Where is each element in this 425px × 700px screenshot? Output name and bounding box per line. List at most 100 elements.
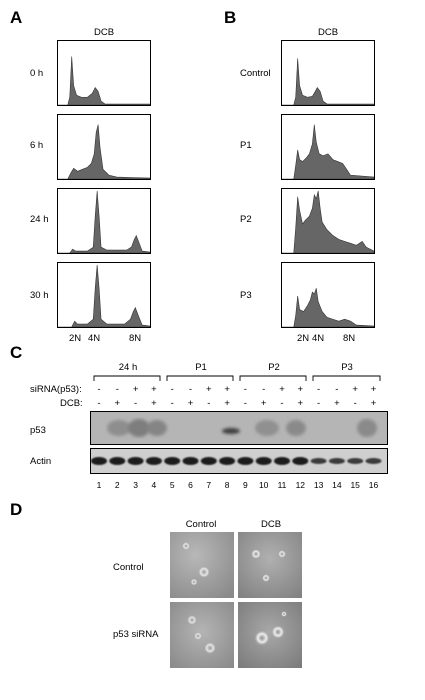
panel-a-row-label-0: 0 h <box>30 68 44 79</box>
panel-a-title: DCB <box>93 27 115 38</box>
actin-band-lane-12 <box>292 457 309 465</box>
lane-number-7: 7 <box>206 480 212 490</box>
dcb-sign-lane-12: + <box>297 398 304 409</box>
lane-number-16: 16 <box>368 480 379 490</box>
actin-band-lane-1 <box>91 457 107 465</box>
lane-number-12: 12 <box>295 480 306 490</box>
panel-d-row-control: Control <box>113 562 144 573</box>
lane-number-13: 13 <box>313 480 324 490</box>
sirna-sign-lane-14: - <box>335 384 339 395</box>
actin-blot <box>90 448 388 474</box>
lane-number-15: 15 <box>350 480 360 490</box>
actin-band-lane-11 <box>274 457 290 465</box>
group-label-p3: P3 <box>341 362 353 373</box>
panel-a-xtick-4n: 4N <box>88 333 101 344</box>
sirna-sign-lane-10: - <box>262 384 266 395</box>
histogram-b-p2 <box>281 188 375 254</box>
dcb-sign-lane-13: - <box>317 398 321 409</box>
panel-a-xtick-8n: 8N <box>129 333 142 344</box>
sirna-sign-lane-16: + <box>370 384 377 395</box>
actin-band-lane-7 <box>200 457 217 465</box>
dcb-sign-lane-8: + <box>224 398 230 409</box>
panel-c-label: C <box>10 343 23 362</box>
sirna-sign-lane-3: + <box>132 384 139 395</box>
panel-d-col-dcb: DCB <box>260 519 282 530</box>
group-label-p2: P2 <box>268 362 280 373</box>
micrograph-control-dcb <box>238 532 302 598</box>
micrograph-sirna-control <box>170 602 234 668</box>
panel-b-xtick-2n: 2N <box>297 333 310 344</box>
sirna-sign-lane-5: - <box>170 384 174 395</box>
actin-band-lane-13 <box>310 458 327 464</box>
lane-number-9: 9 <box>243 480 248 490</box>
panel-d-col-control: Control <box>185 519 217 530</box>
lane-number-2: 2 <box>114 480 120 490</box>
micrograph-sirna-dcb <box>238 602 302 668</box>
dcb-sign-lane-6: + <box>187 398 194 409</box>
panel-b-title: DCB <box>317 27 339 38</box>
panel-b-row-label-0: Control <box>240 68 271 79</box>
sirna-sign-lane-6: - <box>188 384 193 395</box>
dcb-sign-lane-7: - <box>207 398 211 409</box>
micrograph-control-control <box>170 532 234 598</box>
actin-band-lane-6 <box>182 457 199 465</box>
lane-number-1: 1 <box>96 480 102 490</box>
histogram-a-24h <box>57 188 151 254</box>
panel-a-xtick-2n: 2N <box>69 333 82 344</box>
dcb-sign-lane-3: - <box>134 398 138 409</box>
histogram-b-control <box>281 40 375 106</box>
blot-label-actin: Actin <box>30 456 52 467</box>
histogram-a-30h <box>57 262 151 328</box>
sirna-sign-lane-13: - <box>317 384 321 395</box>
actin-band-lane-5 <box>164 457 181 465</box>
sirna-sign-lane-15: + <box>352 384 358 395</box>
actin-band-lane-10 <box>255 457 272 465</box>
panel-b-row-label-3: P3 <box>240 290 252 301</box>
actin-band-lane-4 <box>145 457 162 465</box>
panel-b-xtick-8n: 8N <box>343 333 356 344</box>
actin-band-lane-16 <box>365 458 382 464</box>
dcb-sign-lane-15: - <box>353 398 357 409</box>
panel-a-label: A <box>10 8 23 27</box>
sirna-sign-lane-7: + <box>206 384 212 395</box>
actin-band-lane-3 <box>127 457 144 465</box>
sirna-row-label: siRNA(p53): <box>30 384 82 395</box>
lane-number-5: 5 <box>169 480 175 490</box>
dcb-sign-lane-11: - <box>280 398 284 409</box>
sirna-sign-lane-8: + <box>224 384 230 395</box>
sirna-sign-lane-9: - <box>243 384 247 395</box>
dcb-sign-lane-2: + <box>114 398 121 409</box>
lane-number-6: 6 <box>188 480 193 490</box>
lane-number-10: 10 <box>258 480 269 490</box>
lane-number-3: 3 <box>133 480 138 490</box>
sirna-sign-lane-12: + <box>297 384 304 395</box>
panel-d-label: D <box>10 500 23 519</box>
dcb-sign-lane-9: - <box>243 398 247 409</box>
panel-b-label: B <box>224 8 237 27</box>
panel-a-row-label-2: 24 h <box>30 214 49 225</box>
sirna-sign-lane-1: - <box>97 384 101 395</box>
group-label-p1: P1 <box>195 362 207 373</box>
sirna-sign-lane-2: - <box>115 384 119 395</box>
panel-d-row-p53-sirna: p53 siRNA <box>113 629 159 640</box>
lane-number-14: 14 <box>332 480 342 490</box>
actin-band-lane-15 <box>347 458 364 464</box>
histogram-b-p3 <box>281 262 375 328</box>
panel-a-row-label-1: 6 h <box>30 140 44 151</box>
histogram-a-0h <box>57 40 151 106</box>
dcb-sign-lane-1: - <box>97 398 101 409</box>
dcb-sign-lane-10: + <box>260 398 267 409</box>
dcb-sign-lane-4: + <box>151 398 157 409</box>
group-label-24h: 24 h <box>118 362 138 373</box>
histogram-b-p1 <box>281 114 375 180</box>
panel-b-xtick-4n: 4N <box>312 333 325 344</box>
sirna-sign-lane-11: + <box>279 384 285 395</box>
actin-band-lane-2 <box>109 457 126 465</box>
lane-number-8: 8 <box>224 480 230 490</box>
sirna-sign-lane-4: + <box>151 384 157 395</box>
panel-a-row-label-3: 30 h <box>30 290 49 301</box>
p53-blot <box>90 411 388 445</box>
dcb-sign-lane-16: + <box>370 398 377 409</box>
dcb-row-label: DCB: <box>60 398 83 409</box>
